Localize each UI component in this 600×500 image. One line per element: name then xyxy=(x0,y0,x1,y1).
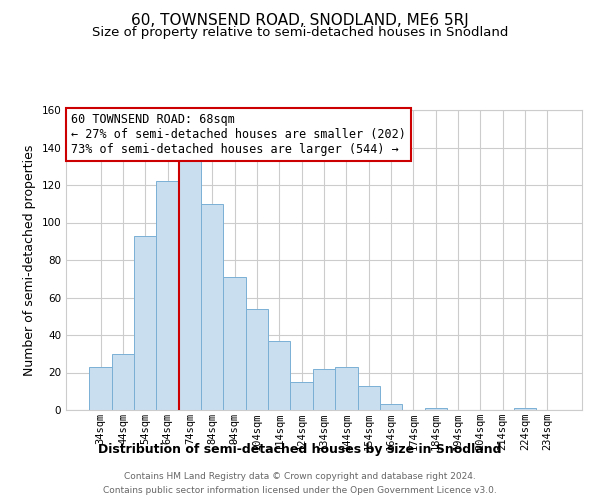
Bar xyxy=(112,354,134,410)
Text: Contains public sector information licensed under the Open Government Licence v3: Contains public sector information licen… xyxy=(103,486,497,495)
Text: 60 TOWNSEND ROAD: 68sqm
← 27% of semi-detached houses are smaller (202)
73% of s: 60 TOWNSEND ROAD: 68sqm ← 27% of semi-de… xyxy=(71,113,406,156)
Bar xyxy=(335,367,358,410)
Bar xyxy=(134,236,157,410)
Bar xyxy=(201,204,223,410)
Bar xyxy=(358,386,380,410)
Bar xyxy=(89,367,112,410)
Text: Distribution of semi-detached houses by size in Snodland: Distribution of semi-detached houses by … xyxy=(98,442,502,456)
Bar xyxy=(179,160,201,410)
Bar xyxy=(514,408,536,410)
Bar xyxy=(223,277,246,410)
Bar xyxy=(380,404,402,410)
Bar xyxy=(425,408,447,410)
Bar xyxy=(268,340,290,410)
Text: Contains HM Land Registry data © Crown copyright and database right 2024.: Contains HM Land Registry data © Crown c… xyxy=(124,472,476,481)
Bar xyxy=(246,308,268,410)
Text: 60, TOWNSEND ROAD, SNODLAND, ME6 5RJ: 60, TOWNSEND ROAD, SNODLAND, ME6 5RJ xyxy=(131,12,469,28)
Bar xyxy=(290,382,313,410)
Y-axis label: Number of semi-detached properties: Number of semi-detached properties xyxy=(23,144,36,376)
Bar xyxy=(157,181,179,410)
Text: Size of property relative to semi-detached houses in Snodland: Size of property relative to semi-detach… xyxy=(92,26,508,39)
Bar xyxy=(313,369,335,410)
